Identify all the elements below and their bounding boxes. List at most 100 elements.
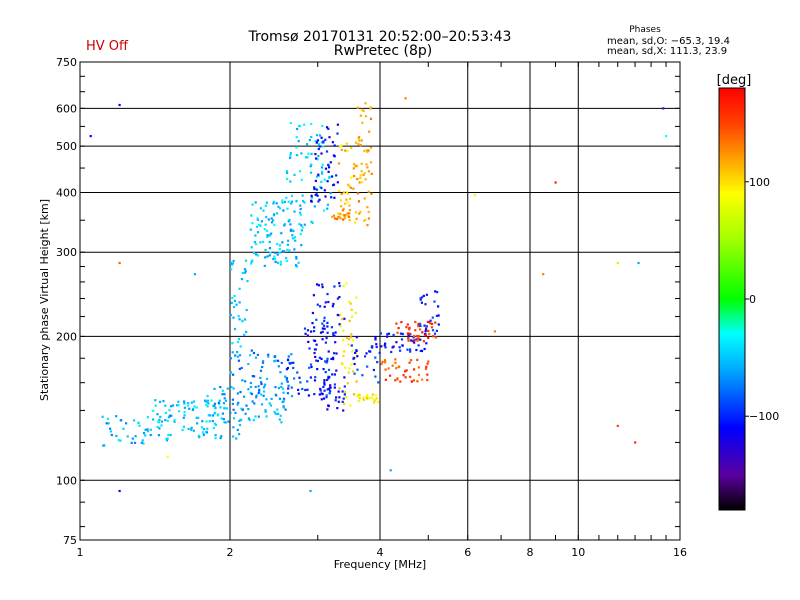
data-point (350, 336, 353, 339)
data-point (337, 390, 340, 393)
y-tick-label: 400 (56, 186, 77, 199)
data-point (239, 345, 242, 348)
data-point (259, 376, 262, 379)
data-point (356, 395, 359, 398)
data-point (272, 202, 275, 205)
data-point (284, 375, 287, 378)
data-point (214, 423, 218, 427)
data-point (240, 278, 244, 281)
x-tick-label: 8 (527, 546, 534, 559)
data-point (298, 222, 301, 226)
data-point (306, 143, 309, 146)
data-point (345, 191, 348, 194)
data-point (309, 489, 312, 493)
data-point (288, 218, 291, 221)
data-point (278, 248, 281, 251)
data-point (315, 193, 318, 196)
data-point (177, 404, 180, 407)
data-point (348, 197, 352, 200)
data-point (300, 152, 303, 155)
data-point (343, 393, 346, 396)
data-point (323, 389, 326, 392)
data-point (376, 361, 379, 364)
data-point (360, 139, 363, 142)
data-point (242, 395, 246, 398)
data-point (219, 406, 222, 409)
data-point (223, 393, 226, 396)
data-point (426, 379, 429, 382)
data-point (384, 361, 387, 364)
data-point (281, 241, 284, 244)
data-point (253, 241, 256, 244)
data-point (419, 298, 422, 301)
data-point (333, 217, 337, 220)
data-point (223, 407, 226, 410)
data-point (224, 399, 228, 402)
data-point (183, 400, 186, 403)
data-point (224, 421, 227, 424)
data-point (238, 354, 242, 357)
data-point (206, 405, 209, 408)
data-point (164, 411, 167, 415)
data-point (415, 338, 418, 341)
data-point (299, 204, 302, 207)
stats-line-o: mean, sd,O: −65.3, 19.4 (607, 36, 730, 47)
data-point (375, 345, 378, 349)
data-point (251, 203, 254, 206)
data-point (267, 218, 270, 221)
data-point (222, 402, 225, 405)
data-point (399, 380, 402, 383)
data-point (380, 362, 383, 366)
x-tick-label: 4 (377, 546, 384, 559)
data-point (332, 302, 335, 306)
data-point (367, 170, 370, 173)
data-point (256, 353, 259, 356)
data-point (222, 418, 225, 421)
data-point (358, 136, 361, 139)
data-point (314, 355, 317, 358)
data-point (195, 406, 198, 409)
data-point (287, 387, 290, 390)
data-point (298, 376, 301, 379)
data-point (126, 435, 129, 438)
data-point (364, 102, 367, 105)
data-point (368, 350, 371, 353)
data-point (410, 339, 413, 342)
data-point (354, 165, 357, 168)
data-point (296, 127, 299, 131)
data-point (264, 256, 267, 259)
data-point (280, 232, 283, 235)
data-point (310, 135, 313, 139)
data-point (272, 257, 275, 261)
data-point (354, 351, 357, 354)
data-point (324, 167, 328, 170)
data-point (137, 421, 140, 424)
data-point (259, 207, 262, 210)
data-point (326, 207, 329, 210)
data-point (389, 469, 392, 472)
data-point (309, 376, 312, 379)
y-tick-label: 200 (56, 330, 77, 343)
data-point (332, 334, 335, 337)
data-point (103, 444, 106, 447)
data-point (386, 333, 389, 336)
data-point (338, 387, 341, 390)
data-point (232, 306, 236, 309)
plot-frame (79, 61, 681, 541)
data-point (260, 381, 263, 384)
data-point (274, 412, 277, 415)
data-point (212, 427, 215, 430)
data-point (230, 301, 233, 305)
data-point (346, 201, 349, 204)
data-point (342, 218, 345, 221)
data-point (325, 337, 328, 340)
data-point (117, 439, 120, 442)
data-point (343, 402, 346, 406)
data-point (285, 259, 289, 263)
data-point (342, 354, 345, 358)
data-point (236, 403, 239, 406)
data-point (371, 345, 374, 348)
data-point (355, 380, 358, 383)
data-point (367, 149, 370, 152)
data-point (296, 154, 299, 157)
